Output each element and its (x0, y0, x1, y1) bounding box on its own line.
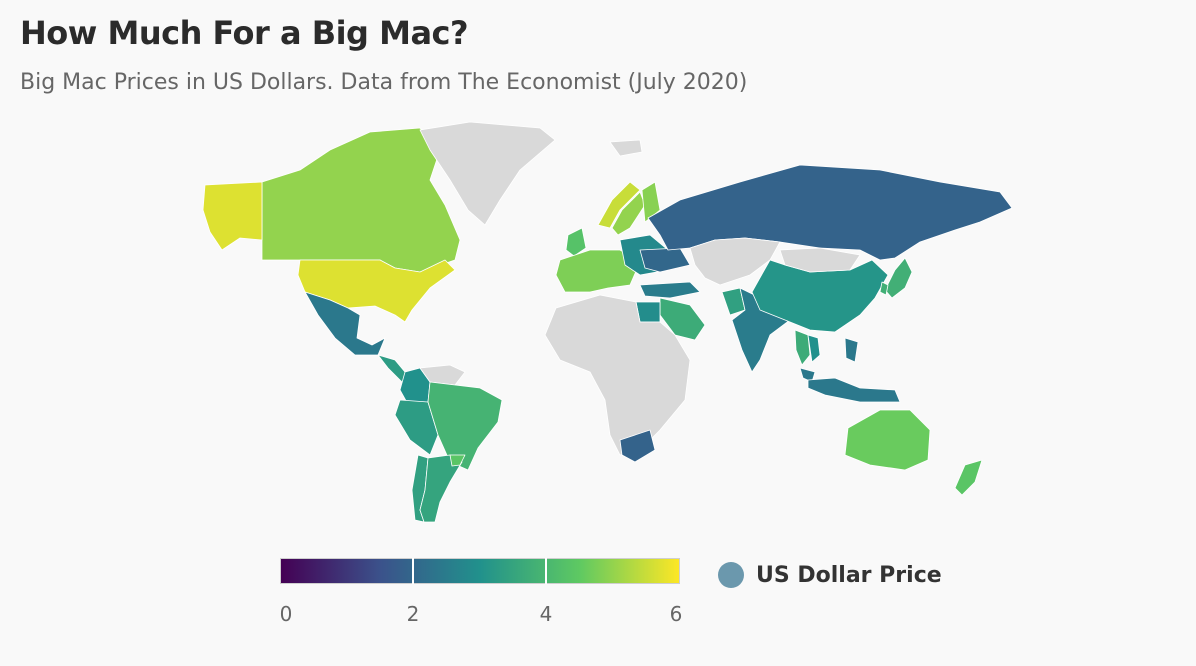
region-uruguay[interactable]: Uruguay: $4.40 (449, 454, 466, 467)
region-vietnam[interactable]: Vietnam: $3.00 (807, 334, 821, 363)
region-indonesia[interactable]: Indonesia: $2.40 (807, 377, 901, 403)
region-canada[interactable]: Canada: $5.00 (261, 127, 461, 273)
region-greenland[interactable]: Greenland (419, 121, 556, 226)
legend-tick-label: 2 (406, 602, 420, 626)
legend-tick-mark (545, 558, 547, 584)
region-western-europe[interactable]: Western Europe: $4.80 (555, 249, 641, 293)
region-venezuela[interactable]: Venezuela (419, 364, 466, 386)
region-africa[interactable]: Africa (544, 294, 691, 456)
world-map: Canada: $5.00United States: $5.70Alaska:… (202, 121, 1013, 523)
region-united-kingdom[interactable]: United Kingdom: $4.30 (565, 227, 587, 257)
region-south-korea[interactable]: South Korea: $3.80 (879, 281, 889, 296)
color-scale-bar (280, 558, 680, 584)
region-new-zealand[interactable]: New Zealand: $4.40 (954, 459, 983, 496)
region-iceland[interactable]: Iceland (609, 139, 643, 157)
region-philippines[interactable]: Philippines: $2.40 (844, 337, 859, 363)
region-south-africa[interactable]: South Africa: $1.90 (619, 429, 656, 463)
series-label: US Dollar Price (756, 562, 942, 588)
legend-tick-mark (412, 558, 414, 584)
color-scale-legend: 0 2 4 6 (280, 558, 682, 628)
region-turkey[interactable]: Turkey: $2.50 (639, 281, 701, 299)
region-ukraine[interactable]: Ukraine: $2.00 (639, 247, 691, 273)
legend-tick-label: 6 (669, 602, 683, 626)
chart-subtitle: Big Mac Prices in US Dollars. Data from … (20, 70, 748, 95)
region-mexico[interactable]: Mexico: $2.40 (304, 291, 386, 356)
legend-tick-label: 0 (279, 602, 293, 626)
region-alaska[interactable]: Alaska: $5.70 (202, 181, 263, 251)
region-mongolia[interactable]: Mongolia (779, 247, 861, 273)
series-color-dot-icon (718, 562, 744, 588)
region-central-asia[interactable]: Central Asia (689, 237, 781, 286)
series-legend-item[interactable]: US Dollar Price (718, 560, 942, 590)
region-japan[interactable]: Japan: $3.80 (884, 257, 913, 299)
region-thailand[interactable]: Thailand: $3.70 (794, 329, 811, 366)
region-finland[interactable]: Finland: $4.90 (641, 181, 661, 223)
region-brazil[interactable]: Brazil: $3.90 (427, 381, 503, 471)
chart-title: How Much For a Big Mac? (20, 14, 469, 52)
region-norway[interactable]: Norway: $5.50 (597, 181, 641, 229)
legend-tick-label: 4 (539, 602, 553, 626)
region-australia[interactable]: Australia: $4.60 (844, 409, 931, 471)
